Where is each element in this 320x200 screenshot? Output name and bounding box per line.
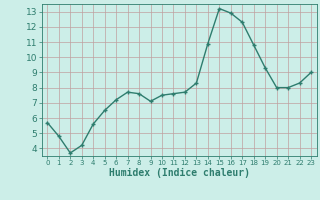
X-axis label: Humidex (Indice chaleur): Humidex (Indice chaleur) bbox=[109, 168, 250, 178]
